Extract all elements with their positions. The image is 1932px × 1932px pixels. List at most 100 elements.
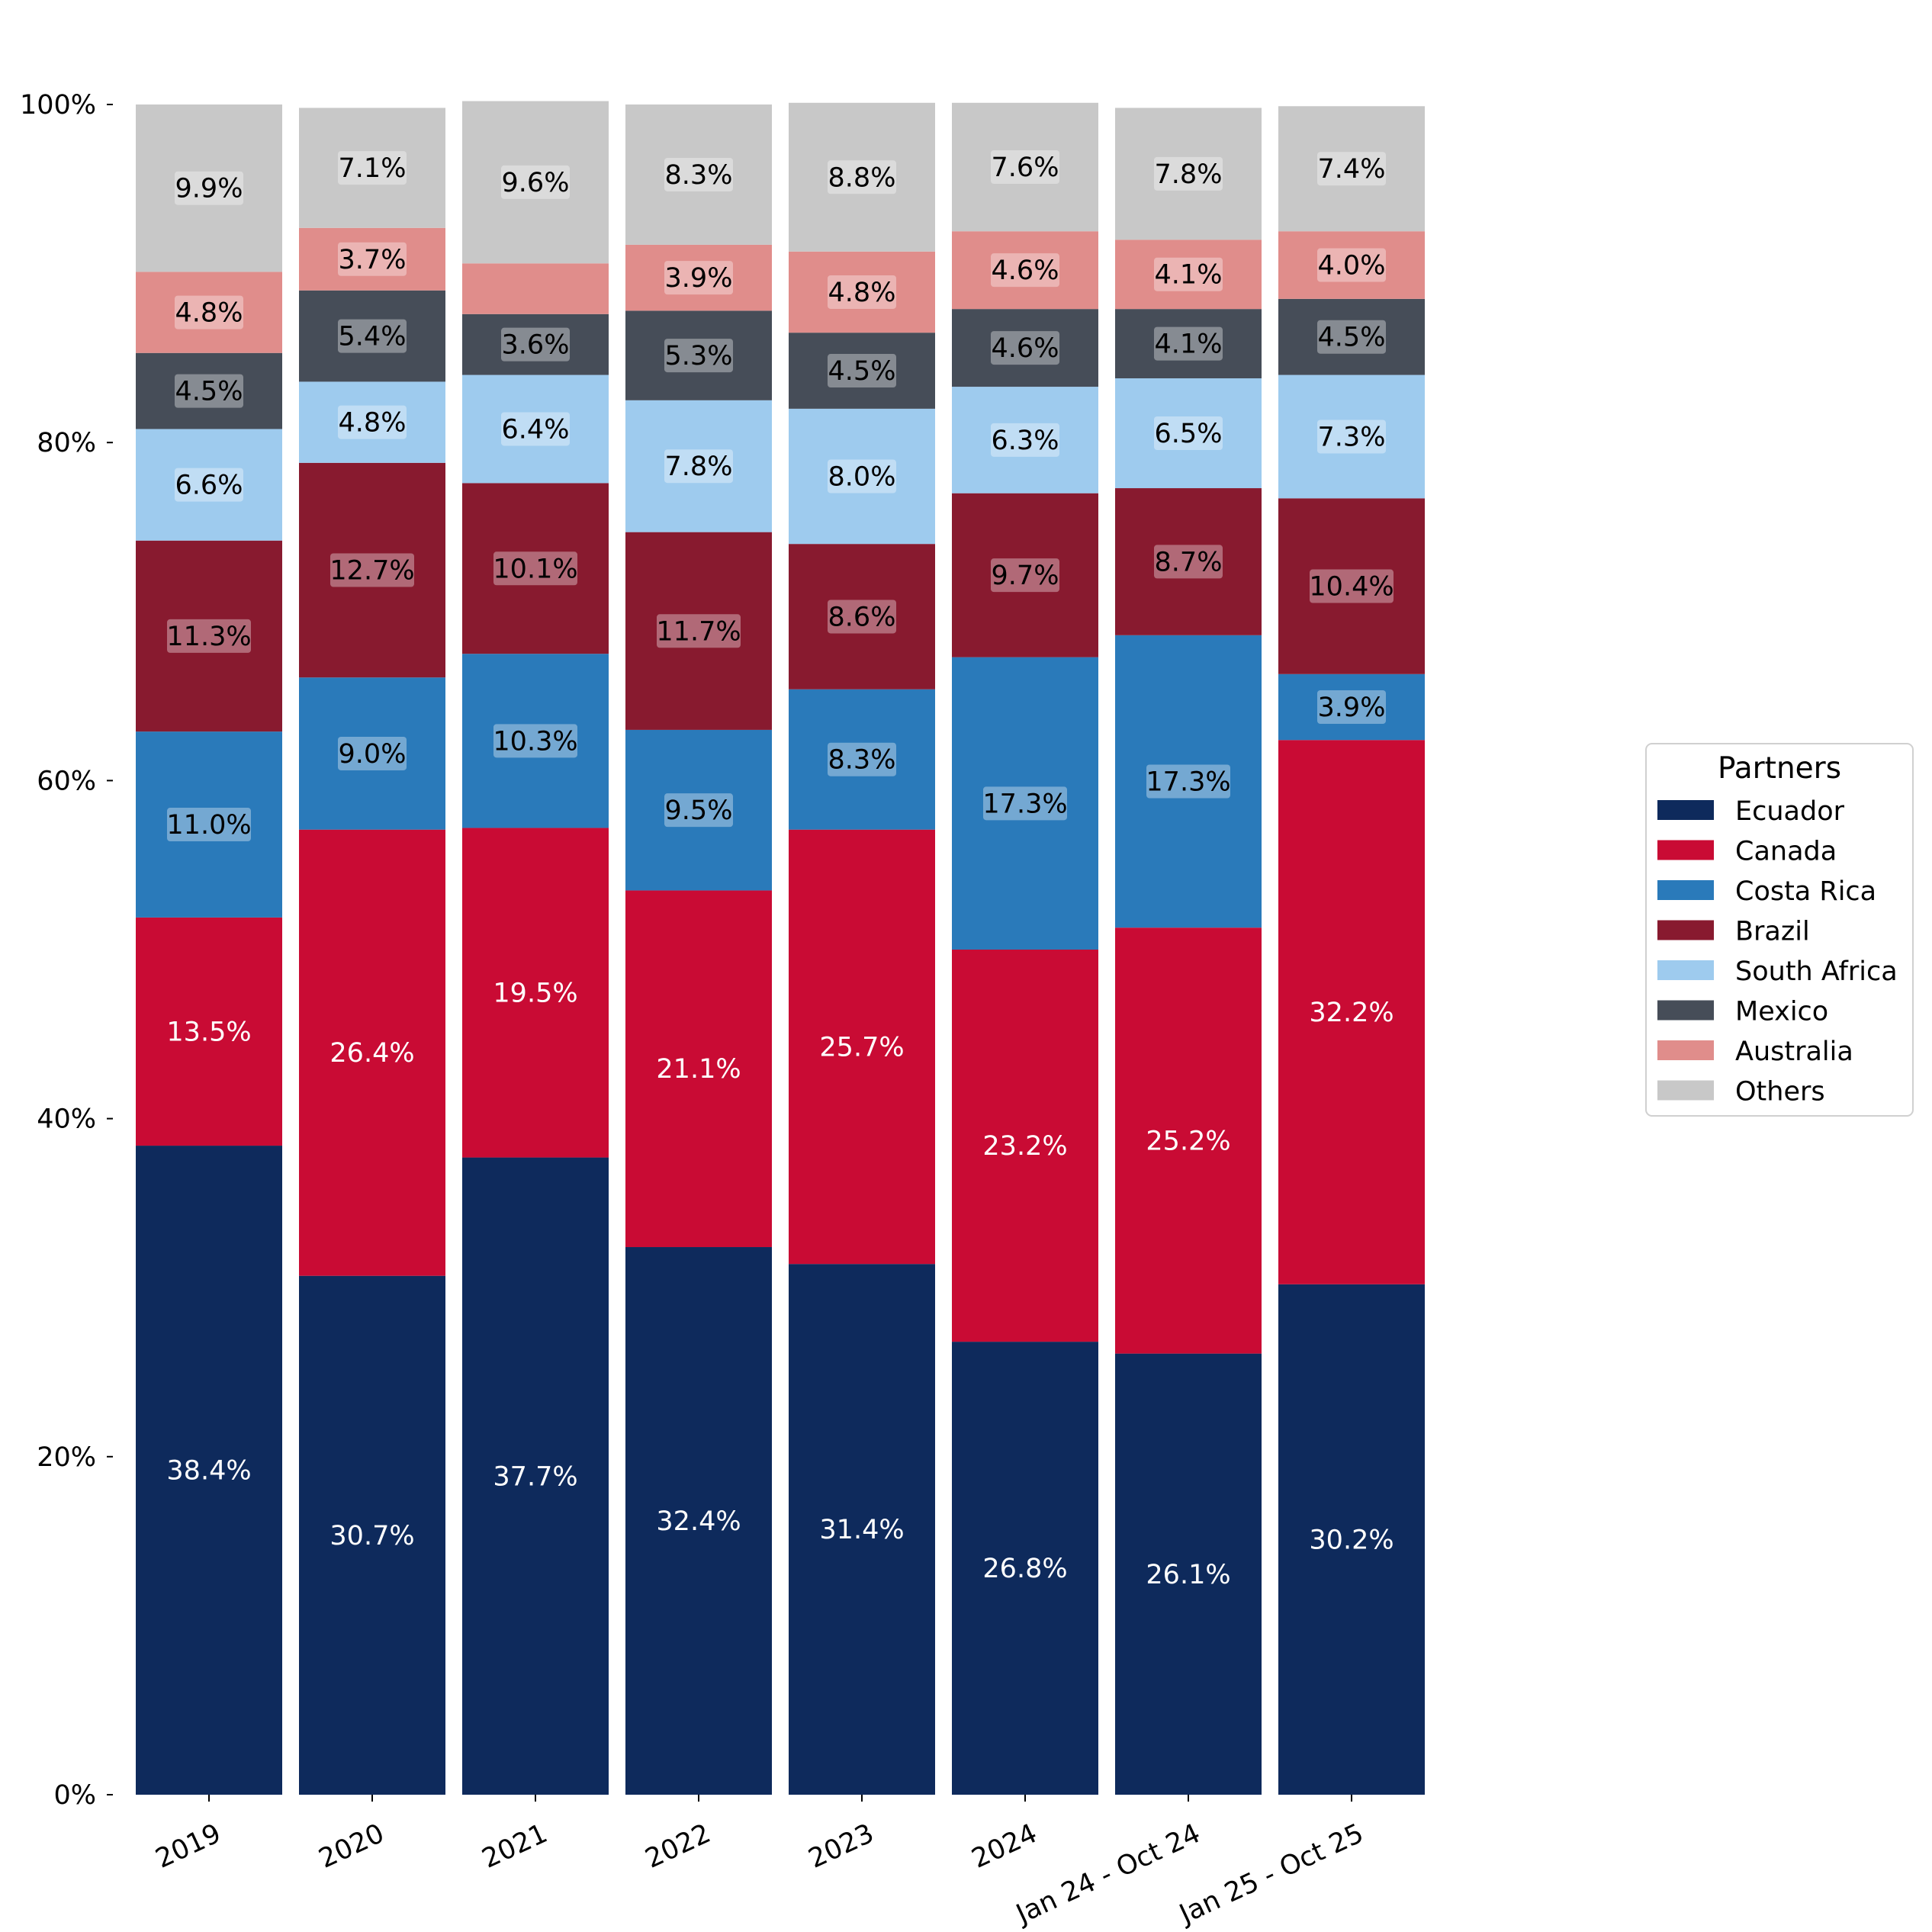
legend-swatch-mexico xyxy=(1657,1000,1714,1021)
data-label-text: 7.6% xyxy=(992,153,1059,183)
data-label-brazil: 8.6% xyxy=(828,600,896,634)
data-label-box xyxy=(991,423,1059,457)
data-label-text: 9.7% xyxy=(992,561,1059,591)
data-label-text: 26.8% xyxy=(982,1554,1067,1584)
data-label-costa-rica: 17.3% xyxy=(1146,764,1231,799)
data-label-others: 7.8% xyxy=(1154,156,1223,191)
data-label-ecuador: 26.1% xyxy=(1146,1560,1230,1590)
data-label-canada: 25.7% xyxy=(819,1032,904,1062)
data-label-costa-rica: 11.0% xyxy=(166,808,252,842)
data-label-south-africa: 4.8% xyxy=(338,405,407,439)
bar-segment-south-africa xyxy=(136,429,282,541)
data-label-australia: 4.0% xyxy=(1317,248,1386,282)
bar-segment-brazil xyxy=(1115,488,1262,635)
bar-segment-others xyxy=(462,101,609,264)
bar-segment-south-africa xyxy=(789,408,935,545)
legend-swatch-canada xyxy=(1657,840,1714,860)
data-label-box xyxy=(664,339,733,373)
bar-segment-mexico xyxy=(1115,309,1262,378)
data-label-text: 11.0% xyxy=(166,810,251,841)
data-label-box xyxy=(983,786,1067,821)
data-label-others: 9.9% xyxy=(175,171,243,205)
data-label-australia: 3.9% xyxy=(664,261,733,295)
bar-segment-australia xyxy=(462,263,609,314)
data-label-box xyxy=(991,558,1059,593)
bar-segment-canada xyxy=(952,950,1098,1342)
bar-segment-costa-rica xyxy=(789,689,935,830)
data-label-box xyxy=(1154,416,1223,451)
data-label-ecuador: 38.4% xyxy=(166,1456,251,1487)
data-label-text: 25.2% xyxy=(1146,1126,1230,1156)
bar-segment-canada xyxy=(136,917,282,1146)
data-label-box xyxy=(175,468,243,502)
y-axis: 0% 20% 40% 60% 80% 100% xyxy=(20,90,113,1811)
bar-labels: 38.4% 30.7% 37.7% 32.4% 31.4% 26.8% 26.1% 30.2%… xyxy=(166,149,1394,1590)
legend-label-costa-rica: Costa Rica xyxy=(1735,876,1876,907)
data-label-ecuador: 30.7% xyxy=(330,1521,414,1551)
data-label-text: 11.3% xyxy=(166,622,251,652)
data-label-text: 3.9% xyxy=(665,263,733,294)
data-label-box xyxy=(828,459,896,493)
data-label-south-africa: 6.6% xyxy=(175,468,243,502)
data-label-text: 32.4% xyxy=(656,1506,741,1537)
data-label-ecuador: 37.7% xyxy=(493,1461,577,1492)
data-label-text: 4.5% xyxy=(175,377,243,407)
y-tick-label: 20% xyxy=(37,1442,96,1473)
legend-swatch-brazil xyxy=(1657,920,1714,940)
data-label-box xyxy=(175,171,243,205)
data-label-mexico: 5.3% xyxy=(664,339,733,373)
x-tick-label: 2021 xyxy=(477,1818,552,1875)
bar-segment-australia xyxy=(1115,239,1262,310)
bar-segment-others xyxy=(952,102,1098,232)
data-label-others: 9.6% xyxy=(501,165,570,199)
data-label-text: 7.4% xyxy=(1318,154,1386,185)
data-label-text: 17.3% xyxy=(1146,767,1230,798)
data-label-box xyxy=(493,724,577,758)
data-label-text: 7.3% xyxy=(1318,422,1386,452)
data-label-text: 7.8% xyxy=(665,452,733,482)
bar-segment-brazil xyxy=(789,544,935,690)
bar-segment-brazil xyxy=(299,462,445,678)
bar-segment-canada xyxy=(789,829,935,1265)
legend-title: Partners xyxy=(1718,751,1841,786)
data-label-text: 10.3% xyxy=(493,726,577,757)
bar-segment-brazil xyxy=(462,483,609,654)
bar-segment-costa-rica xyxy=(136,731,282,918)
data-label-others: 7.4% xyxy=(1317,152,1386,186)
data-label-ecuador: 32.4% xyxy=(656,1506,741,1537)
data-label-brazil: 10.1% xyxy=(493,551,578,586)
data-label-costa-rica: 17.3% xyxy=(982,786,1068,821)
data-label-box xyxy=(338,151,407,185)
bars xyxy=(136,101,1425,1795)
bar-segment-costa-rica xyxy=(952,657,1098,950)
data-label-text: 4.8% xyxy=(339,408,407,439)
data-label-box xyxy=(1310,569,1394,603)
x-tick-label: Jan 24 - Oct 24 xyxy=(1011,1818,1205,1929)
data-label-box xyxy=(501,412,570,446)
data-label-south-africa: 8.0% xyxy=(828,459,896,493)
legend-label-others: Others xyxy=(1735,1077,1825,1107)
bar-segment-ecuador xyxy=(952,1342,1098,1795)
data-label-box xyxy=(1317,690,1386,725)
data-label-australia: 4.8% xyxy=(175,295,243,330)
y-tick-label: 40% xyxy=(37,1104,96,1135)
bar-segment-mexico xyxy=(299,290,445,382)
data-label-box xyxy=(664,793,733,828)
bar-segment-mexico xyxy=(789,333,935,409)
data-label-australia: 3.7% xyxy=(338,242,407,276)
data-label-box xyxy=(1154,257,1223,291)
data-label-text: 5.3% xyxy=(665,341,733,371)
legend-swatch-australia xyxy=(1657,1040,1714,1060)
data-label-box xyxy=(828,600,896,634)
bar-segment-costa-rica xyxy=(625,729,772,891)
data-label-text: 6.3% xyxy=(992,426,1059,456)
data-label-text: 38.4% xyxy=(166,1456,251,1487)
bar-segment-mexico xyxy=(625,310,772,400)
data-label-text: 37.7% xyxy=(493,1461,577,1492)
data-label-canada: 13.5% xyxy=(166,1017,251,1047)
x-tick-label: 2024 xyxy=(967,1818,1042,1875)
bar-segment-others xyxy=(1115,108,1262,240)
data-label-mexico: 3.6% xyxy=(501,327,570,362)
